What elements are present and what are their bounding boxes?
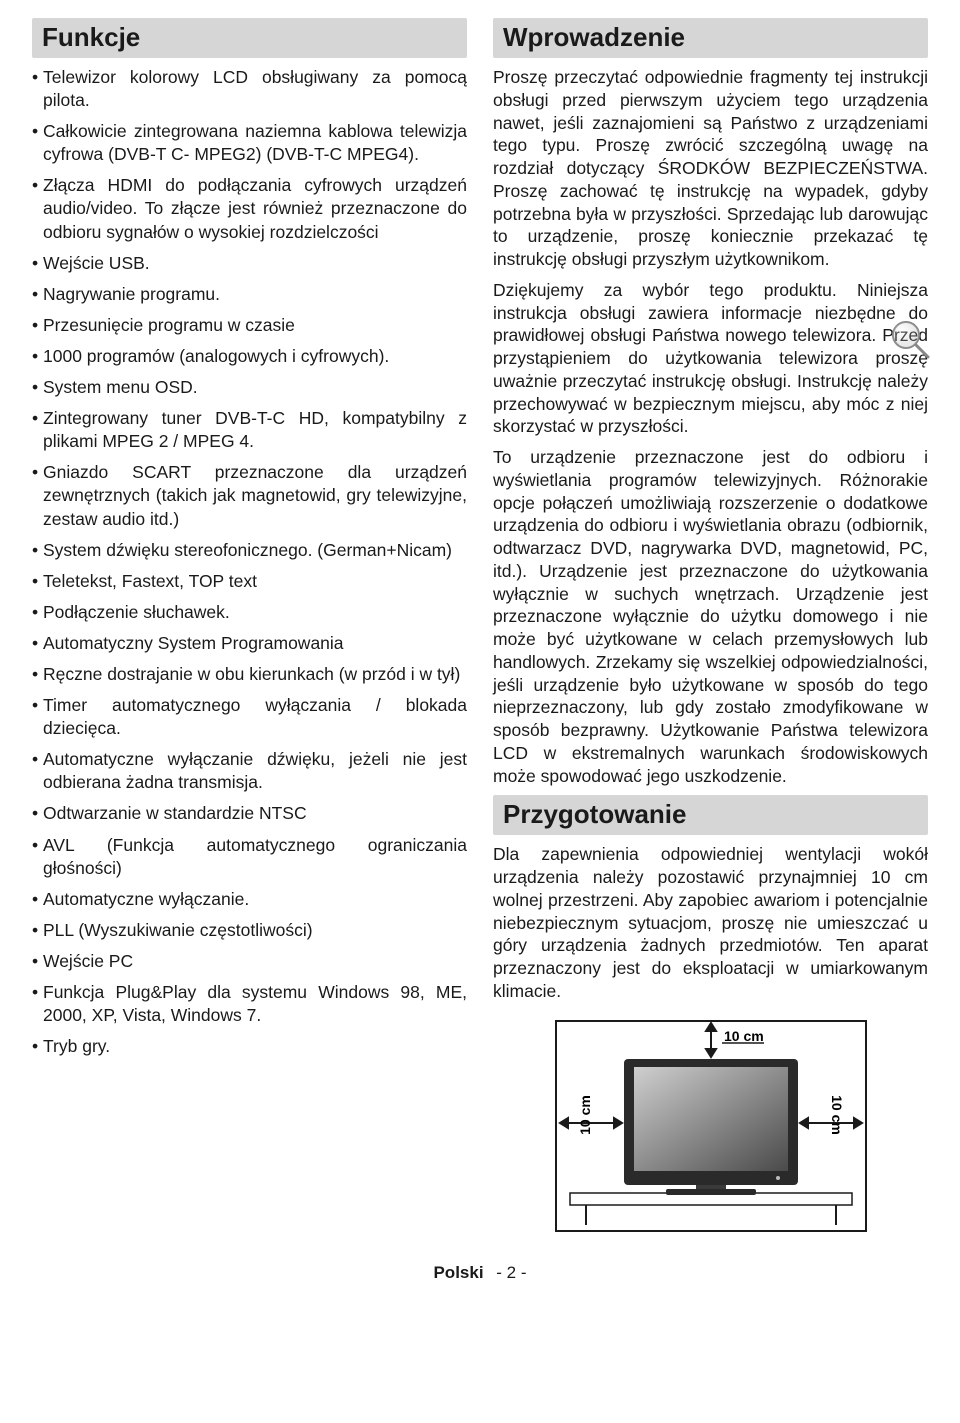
- diagram-label-left: 10 cm: [577, 1095, 593, 1135]
- footer-page: - 2 -: [496, 1263, 526, 1282]
- page-footer: Polski - 2 -: [32, 1263, 928, 1283]
- feature-item: Automatyczne wyłączanie.: [32, 888, 467, 911]
- feature-item: Timer automatycznego wyłączania / blokad…: [32, 694, 467, 740]
- footer-lang: Polski: [433, 1263, 483, 1282]
- feature-item: Wejście PC: [32, 950, 467, 973]
- feature-item: PLL (Wyszukiwanie częstotliwości): [32, 919, 467, 942]
- feature-item: Całkowicie zintegrowana naziemna kablowa…: [32, 120, 467, 166]
- feature-item: System menu OSD.: [32, 376, 467, 399]
- intro-p3: To urządzenie przeznaczone jest do odbio…: [493, 446, 928, 787]
- feature-item: Ręczne dostrajanie w obu kierunkach (w p…: [32, 663, 467, 686]
- prep-p1: Dla zapewnienia odpowiedniej wentylacji …: [493, 843, 928, 1002]
- diagram-label-top: 10 cm: [724, 1028, 764, 1044]
- intro-p1: Proszę przeczytać odpowiednie fragmenty …: [493, 66, 928, 271]
- feature-item: Automatyczny System Programowania: [32, 632, 467, 655]
- header-wprowadzenie: Wprowadzenie: [503, 22, 918, 53]
- feature-item: Podłączenie słuchawek.: [32, 601, 467, 624]
- section-header-wprowadzenie: Wprowadzenie: [493, 18, 928, 58]
- feature-item: Funkcja Plug&Play dla systemu Windows 98…: [32, 981, 467, 1027]
- feature-item: Wejście USB.: [32, 252, 467, 275]
- feature-item: Złącza HDMI do podłączania cyfrowych urz…: [32, 174, 467, 243]
- tv-diagram-svg: 10 cm 10 cm 10 cm: [546, 1011, 876, 1241]
- feature-item: Tryb gry.: [32, 1035, 467, 1058]
- feature-item: Automatyczne wyłączanie dźwięku, jeżeli …: [32, 748, 467, 794]
- feature-item: System dźwięku stereofonicznego. (German…: [32, 539, 467, 562]
- features-list: Telewizor kolorowy LCD obsługiwany za po…: [32, 66, 467, 1058]
- left-column: Funkcje Telewizor kolorowy LCD obsługiwa…: [32, 18, 467, 1241]
- feature-item: Przesunięcie programu w czasie: [32, 314, 467, 337]
- section-header-przygotowanie: Przygotowanie: [493, 795, 928, 835]
- feature-item: Nagrywanie programu.: [32, 283, 467, 306]
- two-column-layout: Funkcje Telewizor kolorowy LCD obsługiwa…: [32, 18, 928, 1241]
- tv-clearance-diagram: 10 cm 10 cm 10 cm: [493, 1011, 928, 1241]
- feature-item: Teletekst, Fastext, TOP text: [32, 570, 467, 593]
- feature-item: Telewizor kolorowy LCD obsługiwany za po…: [32, 66, 467, 112]
- feature-item: Gniazdo SCART przeznaczone dla urządzeń …: [32, 461, 467, 530]
- magnifier-icon: [886, 315, 932, 361]
- diagram-label-right: 10 cm: [829, 1095, 845, 1135]
- right-column: Wprowadzenie Proszę przeczytać odpowiedn…: [493, 18, 928, 1241]
- feature-item: 1000 programów (analogowych i cyfrowych)…: [32, 345, 467, 368]
- feature-item: Odtwarzanie w standardzie NTSC: [32, 802, 467, 825]
- header-funkcje: Funkcje: [42, 22, 457, 53]
- intro-p2: Dziękujemy za wybór tego produktu. Ninie…: [493, 279, 928, 438]
- section-header-funkcje: Funkcje: [32, 18, 467, 58]
- header-przygotowanie: Przygotowanie: [503, 799, 918, 830]
- intro-p2-wrap: Dziękujemy za wybór tego produktu. Ninie…: [493, 279, 928, 438]
- feature-item: Zintegrowany tuner DVB-T-C HD, kompatybi…: [32, 407, 467, 453]
- feature-item: AVL (Funkcja automatycznego ograniczania…: [32, 834, 467, 880]
